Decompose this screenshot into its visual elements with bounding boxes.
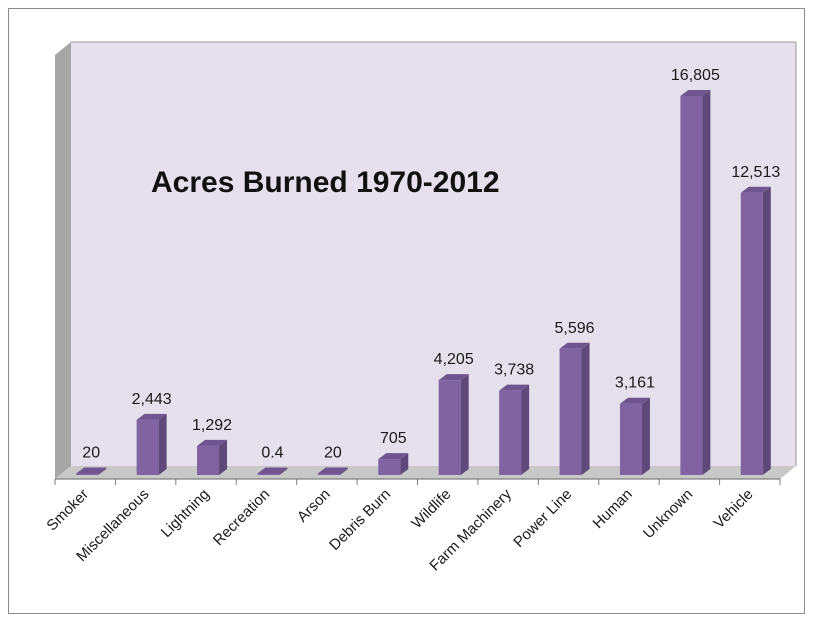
bar-top-face xyxy=(197,439,228,446)
bar xyxy=(317,467,348,475)
bar xyxy=(378,453,409,475)
bar-top-face xyxy=(257,467,288,474)
bar-side-face xyxy=(702,89,711,475)
bar-top-face xyxy=(438,374,469,381)
bar xyxy=(740,186,771,475)
value-label: 3,738 xyxy=(494,362,534,379)
bar-front-face xyxy=(559,348,582,475)
bar-side-face xyxy=(339,467,348,475)
bar-side-face xyxy=(641,397,650,475)
category-label: Human xyxy=(590,486,636,532)
value-label: 20 xyxy=(82,445,100,462)
plot-back-wall xyxy=(71,42,796,466)
plot-floor xyxy=(55,466,796,479)
category-label: Wildlife xyxy=(408,486,454,532)
bar-top-face xyxy=(740,186,771,193)
bar-top-face xyxy=(317,467,348,474)
bar-side-face xyxy=(219,439,228,475)
chart-title: Acres Burned 1970-2012 xyxy=(151,166,500,199)
bar-side-face xyxy=(762,186,771,475)
category-label: Lightning xyxy=(158,486,213,541)
category-label: Debris Burn xyxy=(326,486,394,554)
bar-top-face xyxy=(378,453,409,460)
bar-side-face xyxy=(158,413,167,475)
plot-walls xyxy=(55,41,797,480)
bar xyxy=(559,342,590,475)
bar-front-face xyxy=(378,459,401,475)
bar-top-face xyxy=(499,384,530,391)
bar-front-face xyxy=(680,95,703,475)
category-label: Vehicle xyxy=(710,486,756,532)
bar-top-face xyxy=(680,89,711,96)
x-axis-ticks xyxy=(54,479,781,485)
bar-series xyxy=(76,89,771,475)
bar-side-face xyxy=(279,467,288,475)
plot-left-wall xyxy=(55,42,71,479)
bar-front-face xyxy=(257,473,280,475)
bar-top-face xyxy=(76,467,107,474)
category-label: Recreation xyxy=(210,486,273,549)
bar-front-face xyxy=(197,445,220,475)
value-label: 20 xyxy=(324,445,342,462)
category-label: Power Line xyxy=(510,486,575,551)
bar xyxy=(76,467,107,475)
bar-side-face xyxy=(521,384,530,475)
category-label: Arson xyxy=(294,486,334,526)
bar-top-face xyxy=(136,413,167,420)
value-label: 16,805 xyxy=(671,67,720,84)
bar-side-face xyxy=(460,374,469,475)
value-label: 1,292 xyxy=(192,417,232,434)
chart-frame: 20 2,443 1,292 0.4 20 705 4,205 3,738 5,596 3,161… xyxy=(8,8,805,614)
value-labels: 20 2,443 1,292 0.4 20 705 4,205 3,738 5,596 3,161… xyxy=(82,67,780,462)
bar-front-face xyxy=(740,192,763,475)
bar xyxy=(136,413,167,475)
bar xyxy=(619,397,650,475)
bar-chart: 20 2,443 1,292 0.4 20 705 4,205 3,738 5,596 3,161… xyxy=(43,41,797,574)
bar xyxy=(438,374,469,475)
value-label: 705 xyxy=(380,430,407,447)
bar-front-face xyxy=(619,403,642,475)
value-label: 2,443 xyxy=(132,391,172,408)
category-label: Smoker xyxy=(43,486,92,535)
value-label: 3,161 xyxy=(615,375,655,392)
value-label: 12,513 xyxy=(731,164,780,181)
bar-front-face xyxy=(499,390,522,475)
bar xyxy=(197,439,228,475)
bar-top-face xyxy=(559,342,590,349)
bar-side-face xyxy=(581,342,590,475)
value-label: 5,596 xyxy=(555,320,595,337)
bar-side-face xyxy=(98,467,107,475)
bar-front-face xyxy=(76,473,99,475)
bar-top-face xyxy=(619,397,650,404)
bar-front-face xyxy=(438,380,461,475)
category-label: Unknown xyxy=(640,486,696,542)
bar-front-face xyxy=(317,473,340,475)
bar xyxy=(680,89,711,475)
value-label: 4,205 xyxy=(434,351,474,368)
bar-side-face xyxy=(400,453,409,475)
value-label: 0.4 xyxy=(261,445,283,462)
bar xyxy=(257,467,288,475)
bar-front-face xyxy=(136,419,159,475)
bar xyxy=(499,384,530,475)
